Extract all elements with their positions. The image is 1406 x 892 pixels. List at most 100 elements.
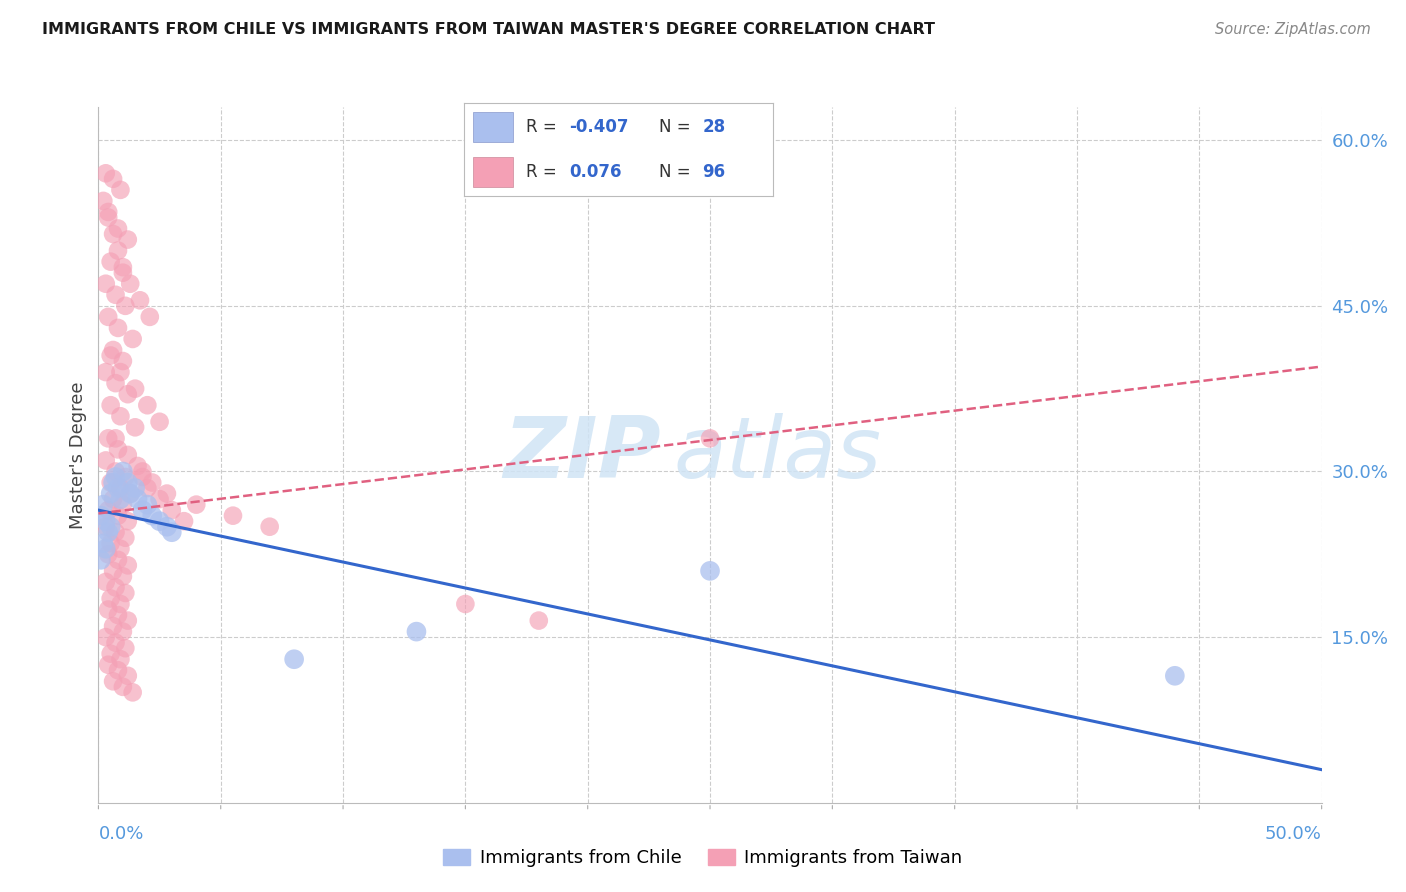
Text: R =: R = — [526, 163, 562, 181]
Text: 50.0%: 50.0% — [1265, 825, 1322, 843]
Point — [104, 287, 127, 301]
Y-axis label: Master's Degree: Master's Degree — [69, 381, 87, 529]
Point — [111, 680, 134, 694]
Point — [101, 475, 124, 490]
Point — [136, 498, 159, 512]
Point — [131, 503, 153, 517]
Point — [120, 486, 142, 500]
Point — [110, 365, 132, 379]
Point — [136, 481, 159, 495]
Point — [117, 387, 139, 401]
Point — [259, 519, 281, 533]
Point — [97, 310, 120, 324]
Point — [117, 475, 139, 490]
Point — [131, 465, 153, 479]
Point — [114, 641, 136, 656]
Point — [100, 536, 122, 550]
Point — [97, 525, 120, 540]
Point — [1164, 669, 1187, 683]
Point — [160, 503, 183, 517]
Text: N =: N = — [659, 163, 696, 181]
Point — [120, 486, 142, 500]
Point — [97, 547, 120, 561]
Point — [97, 657, 120, 672]
Point — [100, 486, 122, 500]
Point — [114, 586, 136, 600]
Point — [110, 183, 132, 197]
Point — [100, 349, 122, 363]
Point — [527, 614, 550, 628]
Text: Source: ZipAtlas.com: Source: ZipAtlas.com — [1215, 22, 1371, 37]
Point — [107, 608, 129, 623]
Point — [111, 624, 134, 639]
Point — [110, 541, 132, 556]
Point — [97, 211, 120, 225]
Point — [107, 508, 129, 523]
Point — [699, 564, 721, 578]
Point — [107, 553, 129, 567]
Text: N =: N = — [659, 118, 696, 136]
Point — [100, 254, 122, 268]
Text: IMMIGRANTS FROM CHILE VS IMMIGRANTS FROM TAIWAN MASTER'S DEGREE CORRELATION CHAR: IMMIGRANTS FROM CHILE VS IMMIGRANTS FROM… — [42, 22, 935, 37]
Point — [127, 492, 149, 507]
Point — [141, 508, 163, 523]
Point — [111, 266, 134, 280]
Point — [117, 514, 139, 528]
Point — [222, 508, 245, 523]
Point — [91, 498, 114, 512]
Point — [124, 382, 146, 396]
Point — [104, 431, 127, 445]
Point — [94, 453, 117, 467]
Point — [124, 420, 146, 434]
Text: 0.076: 0.076 — [569, 163, 621, 181]
Point — [94, 519, 117, 533]
Point — [160, 525, 183, 540]
Point — [101, 619, 124, 633]
Point — [97, 602, 120, 616]
Point — [104, 376, 127, 391]
Point — [101, 564, 124, 578]
Bar — [474, 157, 513, 187]
Point — [100, 475, 122, 490]
Text: 0.0%: 0.0% — [98, 825, 143, 843]
Point — [117, 614, 139, 628]
Point — [114, 470, 136, 484]
Text: 28: 28 — [702, 118, 725, 136]
Point — [107, 244, 129, 258]
Point — [454, 597, 477, 611]
Point — [100, 398, 122, 412]
Point — [101, 343, 124, 357]
Point — [107, 321, 129, 335]
Point — [101, 227, 124, 241]
Point — [107, 481, 129, 495]
Point — [129, 293, 152, 308]
Point — [104, 635, 127, 649]
Point — [699, 431, 721, 445]
Point — [405, 624, 427, 639]
Point — [104, 525, 127, 540]
Point — [94, 630, 117, 644]
Point — [117, 233, 139, 247]
Point — [104, 465, 127, 479]
Point — [91, 194, 114, 208]
Point — [121, 332, 143, 346]
Point — [110, 492, 132, 507]
Bar — [474, 112, 513, 142]
Point — [90, 508, 112, 523]
Point — [107, 442, 129, 457]
Point — [97, 503, 120, 517]
Point — [136, 398, 159, 412]
Text: -0.407: -0.407 — [569, 118, 628, 136]
Point — [107, 221, 129, 235]
Point — [97, 205, 120, 219]
Point — [100, 647, 122, 661]
Point — [110, 409, 132, 424]
Point — [94, 574, 117, 589]
Point — [101, 171, 124, 186]
Point — [100, 519, 122, 533]
Point — [94, 277, 117, 291]
Point — [121, 685, 143, 699]
Point — [94, 166, 117, 180]
Text: atlas: atlas — [673, 413, 882, 497]
Text: ZIP: ZIP — [503, 413, 661, 497]
